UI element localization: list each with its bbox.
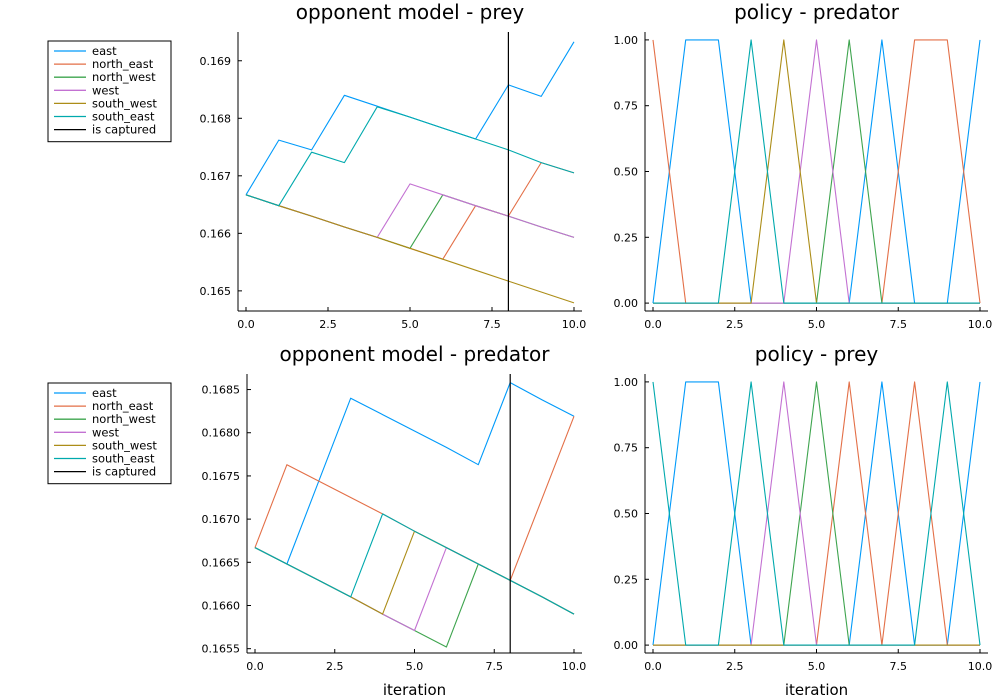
legend-label: south_east bbox=[92, 110, 155, 124]
legend-label: north_west bbox=[92, 70, 156, 84]
x-tick-label: 10.0 bbox=[968, 660, 993, 673]
y-tick-label: 0.1680 bbox=[202, 427, 241, 440]
series-line-south-east bbox=[245, 106, 575, 207]
y-tick-label: 0.1660 bbox=[202, 599, 241, 612]
legend-label: south_east bbox=[92, 452, 155, 466]
chart-title: opponent model - prey bbox=[296, 0, 525, 24]
x-tick-label: 5.0 bbox=[808, 318, 826, 331]
legend: eastnorth_eastnorth_westwestsouth_westso… bbox=[47, 40, 172, 143]
legend-label: east bbox=[92, 386, 117, 400]
x-tick-label: 5.0 bbox=[401, 318, 419, 331]
y-tick-label: 0.1665 bbox=[202, 556, 241, 569]
chart-title: policy - predator bbox=[734, 0, 900, 24]
x-tick-label: 10.0 bbox=[562, 318, 587, 331]
series-line-east bbox=[254, 382, 575, 565]
x-tick-label: 10.0 bbox=[562, 660, 587, 673]
series-line-series bbox=[652, 39, 981, 304]
series-line-south-west bbox=[245, 194, 575, 304]
panel-opponent-model-prey: opponent model - prey 0.0 2.5 5.0 7.5 10.0 0.1… bbox=[47, 0, 587, 331]
y-tick-label: 1.00 bbox=[614, 376, 639, 389]
legend-label: south_west bbox=[92, 438, 157, 452]
series-line-north-east bbox=[254, 416, 575, 581]
y-tick-label: 0.1670 bbox=[202, 513, 241, 526]
series-line-series bbox=[653, 39, 980, 304]
y-tick-label: 0.00 bbox=[614, 639, 639, 652]
series-line-series bbox=[653, 39, 980, 304]
y-tick-label: 0.166 bbox=[200, 227, 232, 240]
panel-policy-prey: policy - prey 0.0 2.5 5.0 7.5 10.0 0.00 0.25 0.5… bbox=[614, 342, 993, 699]
y-tick-label: 0.1675 bbox=[202, 470, 241, 483]
x-tick-label: 0.0 bbox=[237, 318, 255, 331]
legend-label: north_east bbox=[92, 399, 154, 413]
panel-opponent-model-predator: opponent model - predator 0.0 2.5 5.0 7.5 10.… bbox=[47, 342, 587, 699]
legend-label: west bbox=[92, 425, 119, 439]
legend-label: is captured bbox=[92, 465, 156, 479]
x-tick-label: 7.5 bbox=[890, 660, 908, 673]
y-tick-label: 0.75 bbox=[614, 442, 639, 455]
legend-label: is captured bbox=[92, 123, 156, 137]
legend: eastnorth_eastnorth_westwestsouth_westso… bbox=[47, 382, 172, 485]
x-tick-label: 2.5 bbox=[319, 318, 337, 331]
series-line-series bbox=[653, 39, 980, 304]
x-tick-label: 0.0 bbox=[644, 660, 662, 673]
x-tick-label: 7.5 bbox=[890, 318, 908, 331]
x-tick-label: 0.0 bbox=[246, 660, 264, 673]
y-tick-label: 0.00 bbox=[614, 297, 639, 310]
chart-title: opponent model - predator bbox=[280, 342, 551, 366]
y-tick-label: 0.169 bbox=[200, 55, 232, 68]
legend-label: north_east bbox=[92, 57, 154, 71]
x-axis-label: iteration bbox=[383, 681, 446, 699]
legend-label: west bbox=[92, 83, 119, 97]
y-tick-label: 0.1655 bbox=[202, 643, 241, 656]
legend-box bbox=[47, 40, 172, 143]
legend-label: south_west bbox=[92, 96, 157, 110]
series-line-series bbox=[652, 39, 981, 304]
series-line-series bbox=[653, 39, 980, 304]
x-tick-label: 2.5 bbox=[326, 660, 344, 673]
series-line-north-west bbox=[254, 547, 575, 648]
y-tick-label: 0.168 bbox=[200, 112, 232, 125]
x-tick-label: 0.0 bbox=[644, 318, 662, 331]
x-tick-label: 5.0 bbox=[406, 660, 424, 673]
x-tick-label: 2.5 bbox=[726, 660, 744, 673]
legend-label: east bbox=[92, 44, 117, 58]
series-line-series bbox=[652, 381, 981, 646]
y-tick-label: 0.25 bbox=[614, 573, 639, 586]
chart-title: policy - prey bbox=[755, 342, 879, 366]
panel-policy-predator: policy - predator 0.0 2.5 5.0 7.5 10.0 0.00 0.2… bbox=[614, 0, 993, 331]
series-line-south-east bbox=[254, 513, 575, 615]
x-tick-label: 10.0 bbox=[968, 318, 993, 331]
legend-box bbox=[47, 382, 172, 485]
y-tick-label: 0.50 bbox=[614, 166, 639, 179]
y-tick-label: 0.50 bbox=[614, 508, 639, 521]
y-tick-label: 0.165 bbox=[200, 285, 232, 298]
y-tick-label: 0.25 bbox=[614, 231, 639, 244]
x-tick-label: 7.5 bbox=[486, 660, 504, 673]
x-tick-label: 5.0 bbox=[808, 660, 826, 673]
x-tick-label: 7.5 bbox=[483, 318, 501, 331]
x-tick-label: 2.5 bbox=[726, 318, 744, 331]
y-tick-label: 0.167 bbox=[200, 170, 232, 183]
series-line-east bbox=[245, 41, 575, 196]
legend-label: north_west bbox=[92, 412, 156, 426]
y-tick-label: 0.75 bbox=[614, 100, 639, 113]
y-tick-label: 1.00 bbox=[614, 34, 639, 47]
y-tick-label: 0.1685 bbox=[202, 384, 241, 397]
x-axis-label: iteration bbox=[785, 681, 848, 699]
